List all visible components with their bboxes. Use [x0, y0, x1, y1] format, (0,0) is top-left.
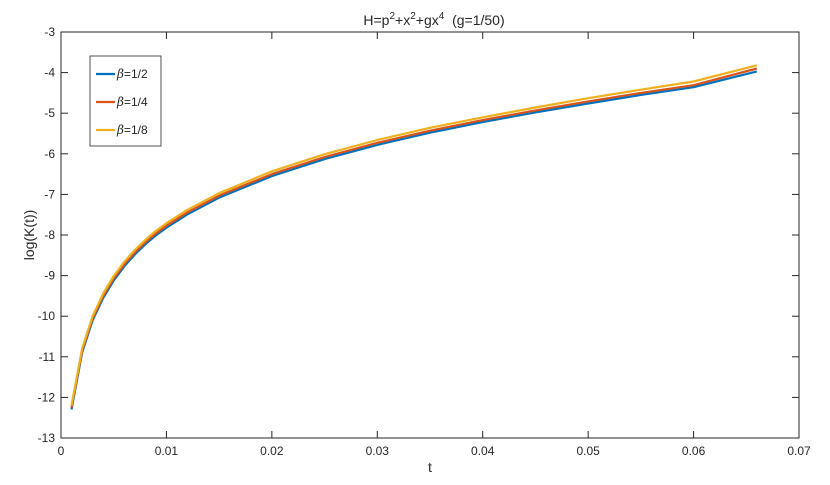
chart-title: H=p2+x2+gx4 (g=1/50)	[363, 11, 504, 28]
y-tick-label: -9	[44, 269, 55, 283]
y-tick-label: -12	[38, 390, 56, 404]
y-tick-label: -13	[38, 431, 56, 445]
x-tick-label: 0.04	[471, 444, 495, 458]
series-line-3	[70, 64, 758, 406]
plot-area	[60, 31, 800, 439]
legend: β=1/2 β=1/4 β=1/8	[89, 55, 162, 147]
y-tick-label: -6	[44, 147, 55, 161]
y-tick-label: -11	[39, 350, 56, 364]
series-line-2	[70, 67, 758, 408]
x-axis: 0 0.01 0.02 0.03 0.04 0.05 0.06 0.07	[58, 32, 811, 458]
y-tick-label: -8	[44, 228, 55, 242]
series-lines	[70, 64, 758, 410]
x-tick-label: 0.02	[260, 444, 284, 458]
y-tick-label: -3	[44, 25, 55, 39]
legend-label-2: β=1/4	[116, 95, 148, 109]
x-tick-label: 0.05	[576, 444, 600, 458]
x-tick-label: 0.01	[155, 444, 179, 458]
x-tick-label: 0	[58, 444, 65, 458]
y-tick-label: -7	[44, 187, 55, 201]
x-tick-label: 0.06	[682, 444, 706, 458]
y-tick-label: -10	[38, 309, 56, 323]
y-axis-label: log(K(t))	[21, 210, 37, 261]
y-tick-label: -4	[44, 66, 55, 80]
legend-label-1: β=1/2	[116, 67, 148, 81]
x-axis-label: t	[428, 459, 432, 475]
y-axis: -13 -12 -11 -10 -9 -8 -7 -6 -5 -4 -3	[38, 25, 799, 445]
legend-label-3: β=1/8	[116, 123, 148, 137]
x-tick-label: 0.07	[787, 444, 811, 458]
x-tick-label: 0.03	[366, 444, 390, 458]
y-tick-label: -5	[44, 106, 55, 120]
